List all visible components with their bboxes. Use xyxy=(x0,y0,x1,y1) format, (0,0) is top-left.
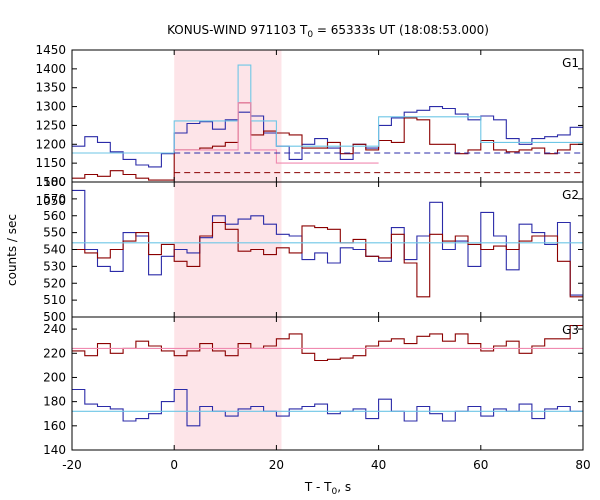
y-tick-label: 550 xyxy=(43,226,66,240)
y-tick-label: 560 xyxy=(43,209,66,223)
chart-title-main: KONUS-WIND 971103 T xyxy=(167,23,308,37)
panel-label-g1: G1 xyxy=(562,56,579,70)
series-g1-cyan xyxy=(72,64,583,154)
y-tick-label: 570 xyxy=(43,192,66,206)
x-tick-label: 0 xyxy=(170,458,178,472)
series-g3-red xyxy=(72,324,583,362)
y-tick-label: 1200 xyxy=(35,137,66,151)
x-axis-label-rest: , s xyxy=(337,480,351,494)
y-tick-label: 140 xyxy=(43,443,66,457)
series-g2-blue xyxy=(72,189,583,296)
y-tick-label: 1400 xyxy=(35,62,66,76)
x-axis-label-subscript: 0 xyxy=(332,487,338,497)
y-tick-label: 1450 xyxy=(35,43,66,57)
panel-label-g2: G2 xyxy=(562,188,579,202)
panel-frame-g3 xyxy=(71,316,584,451)
y-tick-label: 1300 xyxy=(35,100,66,114)
x-tick-label: 80 xyxy=(575,458,590,472)
panel-frame-g1 xyxy=(71,49,584,183)
y-tick-label: 240 xyxy=(43,322,66,336)
x-axis-label-main: T - T xyxy=(304,480,332,494)
y-tick-label: 1250 xyxy=(35,118,66,132)
series-g1-red xyxy=(72,102,583,181)
y-tick-label: 500 xyxy=(43,310,66,324)
panel-g2: 500 510 520 530 540 550 560 570 580 G2 xyxy=(43,175,584,324)
y-tick-label: 510 xyxy=(43,293,66,307)
x-tick-label: 20 xyxy=(269,458,284,472)
y-axis-label: counts / sec xyxy=(5,214,19,286)
chart-title: KONUS-WIND 971103 T0 = 65333s UT (18:08:… xyxy=(167,23,489,40)
series-g2-red xyxy=(72,221,583,298)
y-tick-label: 1350 xyxy=(35,81,66,95)
y-tick-label: 160 xyxy=(43,419,66,433)
chart-title-rest: = 65333s UT (18:08:53.000) xyxy=(313,23,489,37)
panel-g3: 140 160 180 200 220 240 G3 xyxy=(43,316,584,457)
series-g1-pink xyxy=(174,102,379,164)
chart-title-subscript: 0 xyxy=(307,30,313,40)
y-tick-label: 1100 xyxy=(35,175,66,189)
x-tick-label: -20 xyxy=(62,458,82,472)
x-tick-label: 40 xyxy=(371,458,386,472)
y-tick-label: 180 xyxy=(43,395,66,409)
y-tick-label: 540 xyxy=(43,243,66,257)
x-axis-label: T - T0, s xyxy=(304,480,351,497)
series-g1-blue xyxy=(72,106,583,168)
y-tick-label: 1150 xyxy=(35,156,66,170)
y-tick-label: 520 xyxy=(43,276,66,290)
y-tick-label: 220 xyxy=(43,346,66,360)
series-g3-blue xyxy=(72,388,583,427)
x-tick-label: 60 xyxy=(473,458,488,472)
panels-layer: 110011501200125013001350140014501050G150… xyxy=(35,43,590,472)
panel-label-g3: G3 xyxy=(562,323,579,337)
y-tick-label: 200 xyxy=(43,370,66,384)
y-tick-label: 530 xyxy=(43,259,66,273)
panel-g1: 1100 1150 1200 1250 1300 1350 1400 1450 1050 G1 xyxy=(35,43,584,208)
y-tick-label: 580 xyxy=(43,175,66,189)
shaded-interval xyxy=(174,50,282,450)
y-tick-label: 1050 xyxy=(35,194,66,208)
